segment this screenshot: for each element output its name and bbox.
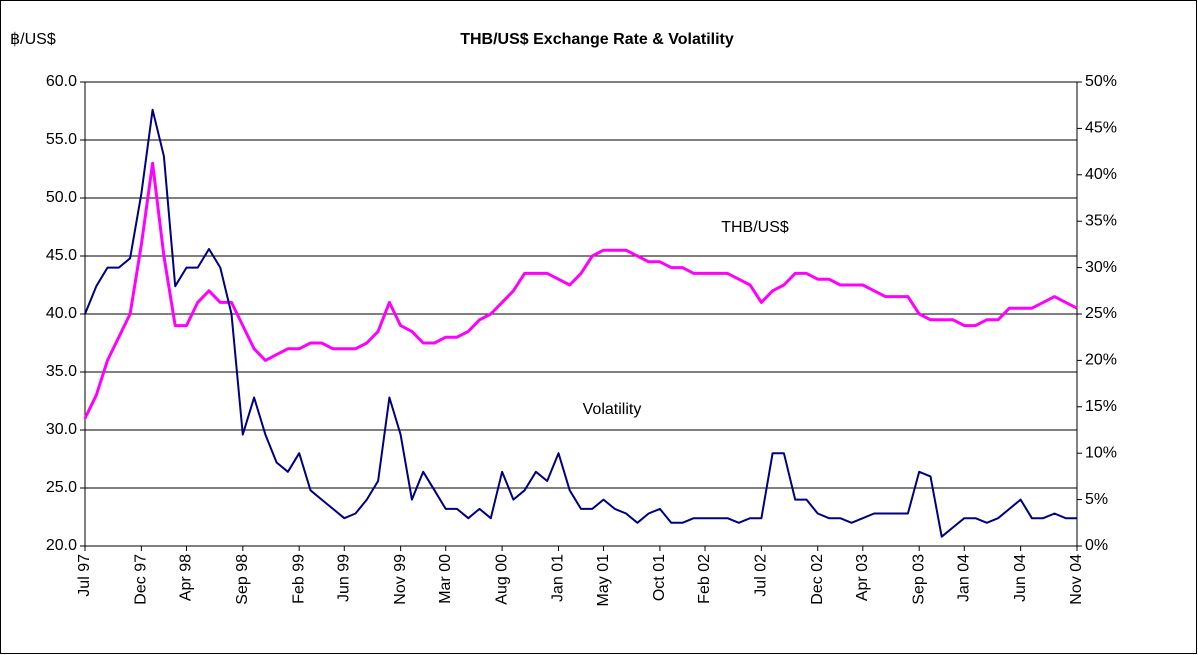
y2-tick-label: 30% — [1085, 259, 1117, 276]
x-tick-label: Jun 04 — [1012, 554, 1029, 602]
x-tick-label: Jun 99 — [335, 554, 352, 602]
y2-tick-label: 40% — [1085, 166, 1117, 183]
annotation: Volatility — [583, 401, 642, 418]
x-tick-label: Apr 03 — [854, 554, 871, 601]
y-tick-label: 20.0 — [46, 537, 77, 554]
x-tick-label: Nov 04 — [1068, 554, 1085, 605]
y2-tick-label: 45% — [1085, 120, 1117, 137]
x-tick-label: Oct 01 — [651, 554, 668, 601]
x-tick-label: Jul 02 — [753, 554, 770, 597]
y2-tick-label: 50% — [1085, 73, 1117, 90]
chart-title: THB/US$ Exchange Rate & Volatility — [460, 31, 734, 48]
series-line — [83, 161, 1078, 420]
x-tick-label: Jan 01 — [550, 554, 567, 602]
x-tick-label: May 01 — [595, 554, 612, 607]
y-tick-label: 45.0 — [46, 247, 77, 264]
y-tick-label: 55.0 — [46, 131, 77, 148]
y2-tick-label: 0% — [1085, 537, 1108, 554]
y-tick-label: 40.0 — [46, 305, 77, 322]
x-tick-label: Feb 02 — [696, 554, 713, 604]
y2-tick-label: 25% — [1085, 305, 1117, 322]
y-tick-label: 25.0 — [46, 479, 77, 496]
x-tick-label: Feb 99 — [290, 554, 307, 604]
y2-tick-label: 15% — [1085, 398, 1117, 415]
y-axis-label: ฿/US$ — [10, 31, 56, 48]
x-tick-label: Mar 00 — [437, 554, 454, 604]
y-tick-label: 50.0 — [46, 189, 77, 206]
x-tick-label: Dec 02 — [809, 554, 826, 605]
y2-tick-label: 5% — [1085, 491, 1108, 508]
y2-tick-label: 20% — [1085, 352, 1117, 369]
x-tick-label: Sep 98 — [234, 554, 251, 605]
x-tick-label: Sep 03 — [910, 554, 927, 605]
y-tick-label: 60.0 — [46, 73, 77, 90]
x-tick-label: Aug 00 — [493, 554, 510, 605]
x-tick-label: Apr 98 — [178, 554, 195, 601]
y2-tick-label: 10% — [1085, 444, 1117, 461]
x-tick-label: Jan 04 — [955, 554, 972, 602]
y2-tick-label: 35% — [1085, 212, 1117, 229]
y-tick-label: 35.0 — [46, 363, 77, 380]
series-line — [84, 108, 1077, 538]
y-tick-label: 30.0 — [46, 421, 77, 438]
annotation: THB/US$ — [721, 219, 789, 236]
x-tick-label: Dec 97 — [133, 554, 150, 605]
x-tick-label: Nov 99 — [392, 554, 409, 605]
x-tick-label: Jul 97 — [76, 554, 93, 597]
